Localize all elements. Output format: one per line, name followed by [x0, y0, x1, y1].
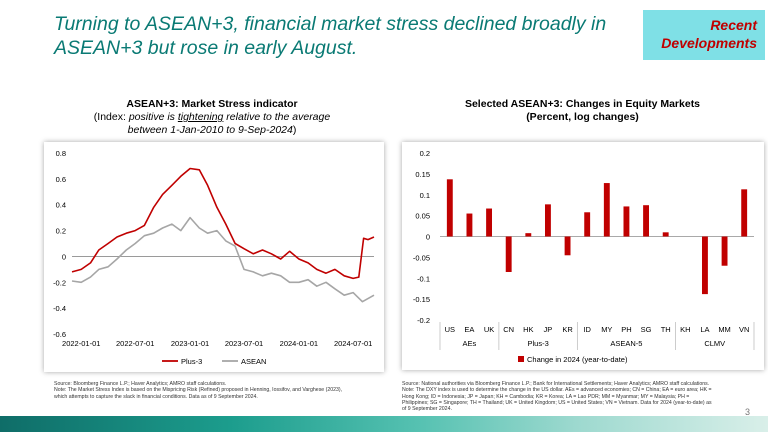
bar-th — [662, 232, 669, 237]
decorative-footer-band — [0, 416, 768, 432]
y-tick-label: 0 — [62, 252, 66, 261]
category-label: PH — [621, 325, 631, 334]
page-number: 3 — [744, 407, 750, 417]
x-tick-label: 2022-07-01 — [116, 339, 154, 348]
right-chart-title: Selected ASEAN+3: Changes in Equity Mark… — [464, 98, 701, 110]
right-footnote-line: Philippines; SG = Singapore; TH = Thaila… — [402, 399, 712, 406]
series-line-plus-3 — [71, 167, 375, 280]
bar-id — [584, 212, 591, 237]
bar-sg — [643, 205, 650, 237]
category-label: KH — [680, 325, 690, 334]
y-tick-label: 0.2 — [56, 227, 66, 236]
right-footnote-line: Note: The DXY index is used to determine… — [402, 387, 712, 394]
left-chart-subtitle: (Index: positive is tightening relative … — [93, 111, 331, 123]
bar-uk — [486, 208, 493, 237]
left-footnote-line: Note: The Market Stress Index is based o… — [54, 387, 343, 394]
left-chart-title: ASEAN+3: Market Stress indicator — [126, 98, 298, 110]
equity-changes-chart-panel: -0.2 -0.15 -0.1 -0.05 0 0.05 0.1 0.15 0.2 US EA UK C… — [402, 142, 764, 370]
bar-ea — [466, 213, 473, 237]
legend-label: ASEAN — [241, 357, 266, 366]
bar-my — [603, 183, 610, 237]
group-label: ASEAN-5 — [610, 339, 642, 348]
x-tick-label: 2023-07-01 — [225, 339, 263, 348]
group-label: AEs — [463, 339, 477, 348]
bar-cn — [505, 236, 512, 272]
category-label: TH — [661, 325, 671, 334]
category-label: UK — [484, 325, 494, 334]
y-tick-label: 0.1 — [420, 191, 430, 200]
category-label: HK — [523, 325, 533, 334]
right-chart-heading: Selected ASEAN+3: Changes in Equity Mark… — [405, 98, 760, 124]
left-footnote-line: which attempts to capture the slack in f… — [54, 393, 258, 400]
x-tick-label: 2023-01-01 — [171, 339, 209, 348]
category-label: KR — [562, 325, 573, 334]
right-footnote: Source: National authorities via Bloombe… — [402, 381, 747, 412]
group-label: CLMV — [704, 339, 725, 348]
bar-vn — [741, 189, 748, 237]
y-tick-label: 0 — [426, 233, 430, 242]
section-tag-line1: Recent — [710, 17, 757, 33]
y-tick-label: 0.15 — [415, 170, 430, 179]
legend-swatch — [518, 356, 524, 362]
bar-kr — [564, 236, 571, 256]
y-tick-label: -0.4 — [53, 304, 66, 313]
y-tick-label: 0.05 — [415, 212, 430, 221]
left-chart-subtitle-line2: between 1-Jan-2010 to 9-Sep-2024) — [127, 124, 297, 136]
y-tick-label: -0.05 — [413, 253, 430, 262]
y-tick-label: -0.1 — [417, 274, 430, 283]
x-tick-label: 2024-01-01 — [280, 339, 318, 348]
y-tick-label: 0.8 — [56, 149, 66, 158]
section-tag: Recent Developments — [643, 10, 765, 60]
bar-la — [701, 236, 708, 295]
bar-mm — [721, 236, 728, 266]
y-tick-label: 0.6 — [56, 175, 66, 184]
y-tick-label: 0.4 — [56, 201, 66, 210]
market-stress-chart: -0.6 -0.4 -0.2 0 0.2 0.4 0.6 0.8 2022-01-01 2022-… — [53, 149, 375, 366]
x-tick-label: 2022-01-01 — [62, 339, 100, 348]
group-label: Plus-3 — [527, 339, 548, 348]
right-footnote-line: Source: National authorities via Bloombe… — [402, 381, 710, 387]
section-tag-line2: Developments — [661, 35, 757, 51]
bar-us — [446, 179, 453, 237]
left-footnote-line: Source: Bloomberg Finance L.P.; Haver An… — [54, 381, 227, 387]
right-footnote-line: of 9 September 2024. — [402, 406, 452, 413]
bar-hk — [525, 233, 532, 237]
left-footnote: Source: Bloomberg Finance L.P.; Haver An… — [54, 381, 384, 400]
category-label: MY — [601, 325, 612, 334]
x-tick-label: 2024-07-01 — [334, 339, 372, 348]
bar-jp — [544, 204, 551, 237]
category-label: ID — [583, 325, 591, 334]
right-footnote-line: Hong Kong; ID = Indonesia; JP = Japan; K… — [402, 393, 690, 400]
right-chart-subtitle: (Percent, log changes) — [526, 111, 639, 123]
legend-label: Change in 2024 (year-to-date) — [527, 355, 628, 364]
category-label: SG — [641, 325, 652, 334]
category-label: US — [445, 325, 455, 334]
y-tick-label: -0.6 — [53, 330, 66, 339]
slide-title: Turning to ASEAN+3, financial market str… — [54, 13, 607, 59]
y-tick-label: -0.2 — [417, 316, 430, 325]
category-label: CN — [503, 325, 514, 334]
legend-label: Plus-3 — [181, 357, 202, 366]
category-label: LA — [700, 325, 709, 334]
equity-changes-chart: -0.2 -0.15 -0.1 -0.05 0 0.05 0.1 0.15 0.2 US EA UK C… — [413, 149, 755, 364]
category-label: JP — [544, 325, 553, 334]
y-tick-label: 0.2 — [420, 149, 430, 158]
category-label: VN — [739, 325, 749, 334]
left-chart-heading: ASEAN+3: Market Stress indicator (Index:… — [62, 98, 362, 137]
category-label: MM — [718, 325, 731, 334]
market-stress-chart-panel: -0.6 -0.4 -0.2 0 0.2 0.4 0.6 0.8 2022-01-01 2022-… — [44, 142, 384, 372]
y-tick-label: -0.2 — [53, 278, 66, 287]
bar-ph — [623, 206, 630, 237]
y-tick-label: -0.15 — [413, 295, 430, 304]
category-label: EA — [464, 325, 474, 334]
series-line-asean — [71, 216, 375, 303]
